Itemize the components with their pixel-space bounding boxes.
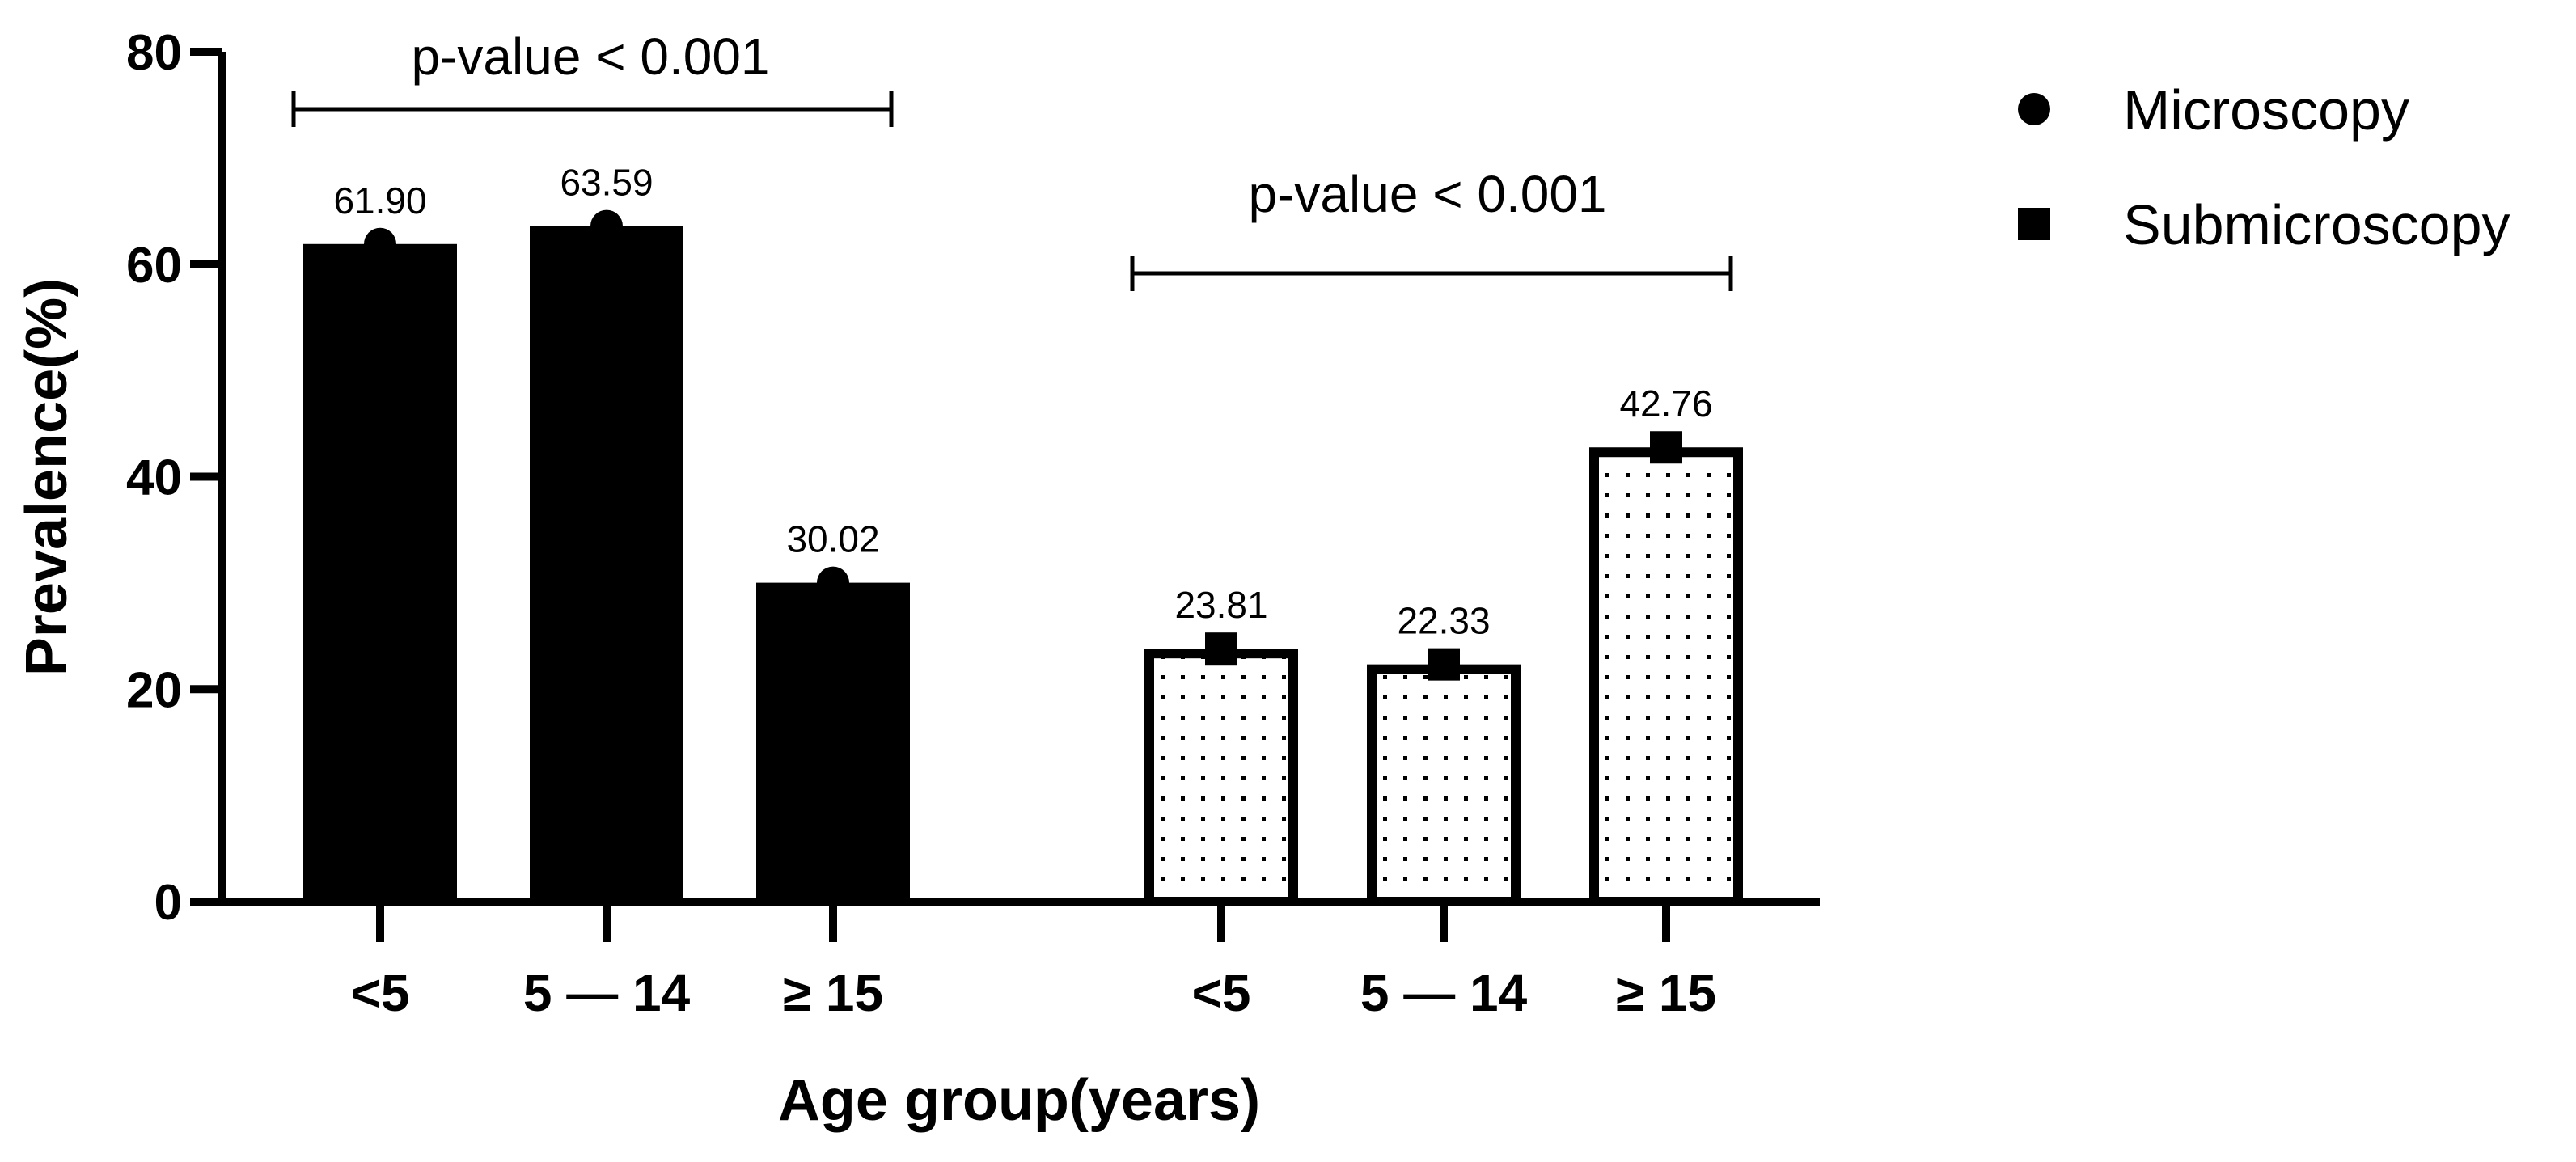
legend-marker-circle xyxy=(2018,93,2050,125)
x-tick-label: ≥ 15 xyxy=(783,964,883,1022)
bar-submicroscopy-1 xyxy=(1367,664,1521,907)
bar-submicroscopy-0 xyxy=(1144,649,1298,906)
marker-circle xyxy=(364,227,396,260)
data-label: 63.59 xyxy=(560,162,653,204)
data-label: 22.33 xyxy=(1397,600,1490,642)
x-tick-label: 5 — 14 xyxy=(523,964,691,1022)
x-tick-label: 5 — 14 xyxy=(1360,964,1528,1022)
x-tick-label: <5 xyxy=(1192,964,1251,1022)
data-label: 42.76 xyxy=(1619,382,1712,425)
bar-submicroscopy-2 xyxy=(1589,447,1743,906)
data-label: 61.90 xyxy=(333,180,426,222)
p-value-annotation: p-value < 0.001 xyxy=(412,27,770,86)
data-label: 30.02 xyxy=(786,518,879,560)
y-tick-label: 60 xyxy=(126,238,182,294)
y-tick-label: 80 xyxy=(126,25,182,81)
legend-marker-square xyxy=(2018,208,2050,240)
p-value-annotation: p-value < 0.001 xyxy=(1249,165,1607,223)
y-tick-label: 20 xyxy=(126,662,182,718)
legend-label-microscopy: Microscopy xyxy=(2123,78,2409,142)
marker-circle xyxy=(817,566,849,599)
legend-label-submicroscopy: Submicroscopy xyxy=(2123,193,2510,256)
bar-microscopy-0 xyxy=(303,243,457,902)
y-tick-label: 40 xyxy=(126,450,182,506)
y-axis-label: Prevalence(%) xyxy=(15,278,79,676)
marker-square xyxy=(1205,632,1237,666)
x-axis-label: Age group(years) xyxy=(778,1068,1260,1133)
x-tick-label: ≥ 15 xyxy=(1616,964,1716,1022)
marker-circle xyxy=(590,209,623,243)
data-label: 23.81 xyxy=(1174,584,1267,626)
x-tick-label: <5 xyxy=(351,964,410,1022)
bar-microscopy-2 xyxy=(756,582,910,902)
y-tick-label: 0 xyxy=(154,875,182,931)
marker-square xyxy=(1650,431,1682,464)
marker-square xyxy=(1428,648,1460,681)
bar-microscopy-1 xyxy=(530,226,683,902)
